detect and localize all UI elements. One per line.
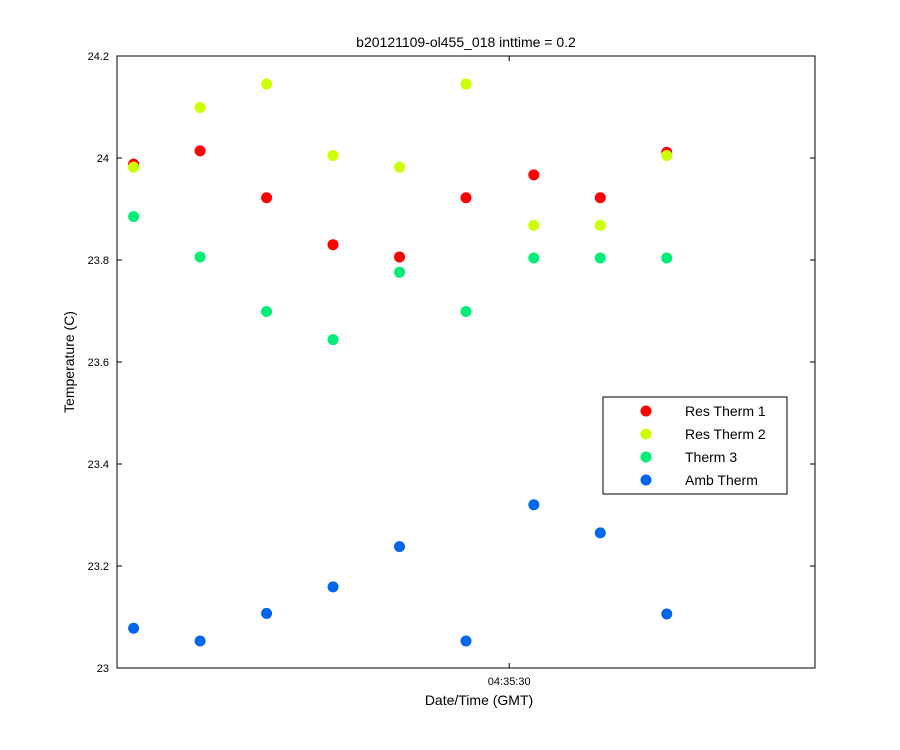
data-point-series-0	[194, 145, 206, 157]
plot-area	[116, 55, 816, 669]
chart-title: b20121109-ol455_018 inttime = 0.2	[356, 34, 576, 50]
legend-label: Amb Therm	[685, 472, 758, 488]
data-point-series-1	[460, 78, 472, 90]
y-tick-label: 23	[97, 663, 109, 675]
data-point-series-3	[194, 635, 206, 647]
legend-box	[602, 396, 788, 495]
data-point-series-3	[528, 499, 540, 511]
data-point-series-1	[661, 149, 673, 161]
y-axis: 23 23.2 23.4 23.6 23.8 24 24.2	[88, 51, 815, 675]
legend-marker	[640, 474, 652, 486]
data-point-series-2	[594, 252, 606, 264]
y-tick-label: 23.8	[88, 255, 109, 267]
legend-marker	[640, 451, 652, 463]
data-points	[128, 78, 673, 647]
y-tick-label: 23.6	[88, 357, 109, 369]
legend-label: Therm 3	[685, 449, 737, 465]
y-tick-label: 24.2	[88, 51, 109, 63]
legend-label: Res Therm 2	[685, 426, 766, 442]
data-point-series-1	[261, 78, 273, 90]
data-point-series-1	[128, 161, 140, 173]
y-tick-label: 23.4	[88, 459, 109, 471]
data-point-series-0	[327, 239, 339, 251]
legend-marker	[640, 405, 652, 417]
data-point-series-2	[528, 252, 540, 264]
legend-marker	[640, 428, 652, 440]
y-tick-label: 23.2	[88, 561, 109, 573]
data-point-series-3	[460, 635, 472, 647]
data-point-series-3	[261, 607, 273, 619]
data-point-series-3	[394, 541, 406, 553]
data-point-series-3	[661, 608, 673, 620]
data-point-series-2	[194, 251, 206, 263]
data-point-series-1	[394, 161, 406, 173]
data-point-series-3	[128, 622, 140, 634]
data-point-series-1	[327, 149, 339, 161]
legend: Res Therm 1 Res Therm 2 Therm 3 Amb Therm	[602, 396, 788, 495]
data-point-series-2	[394, 266, 406, 278]
data-point-series-2	[460, 306, 472, 318]
data-point-series-1	[594, 219, 606, 231]
y-tick-label: 24	[97, 153, 109, 165]
data-point-series-2	[661, 252, 673, 264]
data-point-series-2	[128, 211, 140, 223]
data-point-series-1	[528, 219, 540, 231]
data-point-series-3	[327, 581, 339, 593]
x-axis-title: Date/Time (GMT)	[425, 692, 533, 708]
data-point-series-0	[528, 169, 540, 181]
data-point-series-1	[194, 102, 206, 114]
data-point-series-0	[594, 192, 606, 204]
y-axis-title: Temperature (C)	[61, 311, 77, 413]
data-point-series-0	[261, 192, 273, 204]
data-point-series-0	[394, 251, 406, 263]
data-point-series-2	[327, 334, 339, 346]
data-point-series-3	[594, 527, 606, 539]
x-axis: 04:35:30	[488, 56, 531, 688]
legend-label: Res Therm 1	[685, 403, 766, 419]
data-point-series-0	[460, 192, 472, 204]
data-point-series-2	[261, 306, 273, 318]
x-tick-label: 04:35:30	[488, 676, 531, 688]
